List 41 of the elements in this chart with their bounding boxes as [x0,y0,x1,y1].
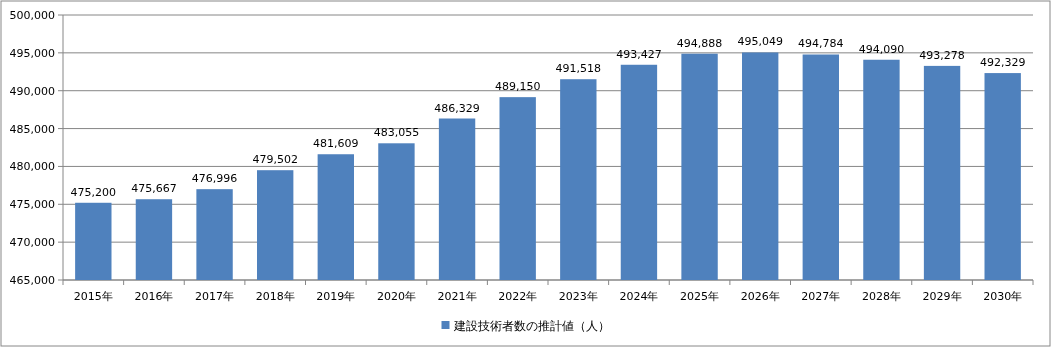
y-tick-label: 475,000 [9,198,55,212]
x-tick-label: 2017年 [195,290,235,303]
data-label: 486,329 [434,101,480,115]
x-tick-label: 2021年 [437,290,477,303]
data-label: 476,996 [191,172,238,186]
x-tick-label: 2024年 [619,290,659,303]
x-tick-label: 2027年 [801,290,841,303]
x-tick-label: 2026年 [740,290,780,303]
x-tick-label: 2029年 [922,290,962,303]
x-tick-label: 2020年 [376,290,416,303]
y-tick-label: 480,000 [9,160,55,174]
y-tick-label: 470,000 [9,236,55,250]
data-label: 489,150 [494,80,541,94]
y-tick-label: 490,000 [9,84,55,98]
x-tick-label: 2022年 [498,290,538,303]
data-label: 479,502 [252,153,298,167]
x-tick-label: 2025年 [680,290,720,303]
data-label: 492,329 [979,56,1026,70]
data-label: 475,667 [131,182,177,196]
x-tick-label: 2015年 [73,290,113,303]
legend: 建設技術者数の推計値（人） [441,319,610,333]
y-tick-label: 495,000 [9,46,55,60]
y-tick-label: 465,000 [9,274,55,287]
data-label: 493,427 [616,47,662,61]
y-tick-label: 500,000 [9,9,55,22]
data-label: 483,055 [373,126,420,140]
data-label: 481,609 [313,137,359,151]
y-tick-label: 485,000 [9,122,55,136]
data-label: 493,278 [919,48,965,62]
data-label: 494,784 [798,37,844,51]
data-label: 494,090 [858,42,905,56]
x-tick-label: 2028年 [861,290,901,303]
data-label: 495,049 [737,35,783,49]
x-tick-label: 2030年 [983,290,1023,303]
x-tick-label: 2019年 [316,290,356,303]
x-tick-label: 2018年 [255,290,295,303]
data-label: 494,888 [676,36,723,50]
data-label: 475,200 [70,185,117,199]
x-tick-label: 2016年 [134,290,174,303]
data-label: 491,518 [555,62,602,76]
x-tick-label: 2023年 [558,290,598,303]
